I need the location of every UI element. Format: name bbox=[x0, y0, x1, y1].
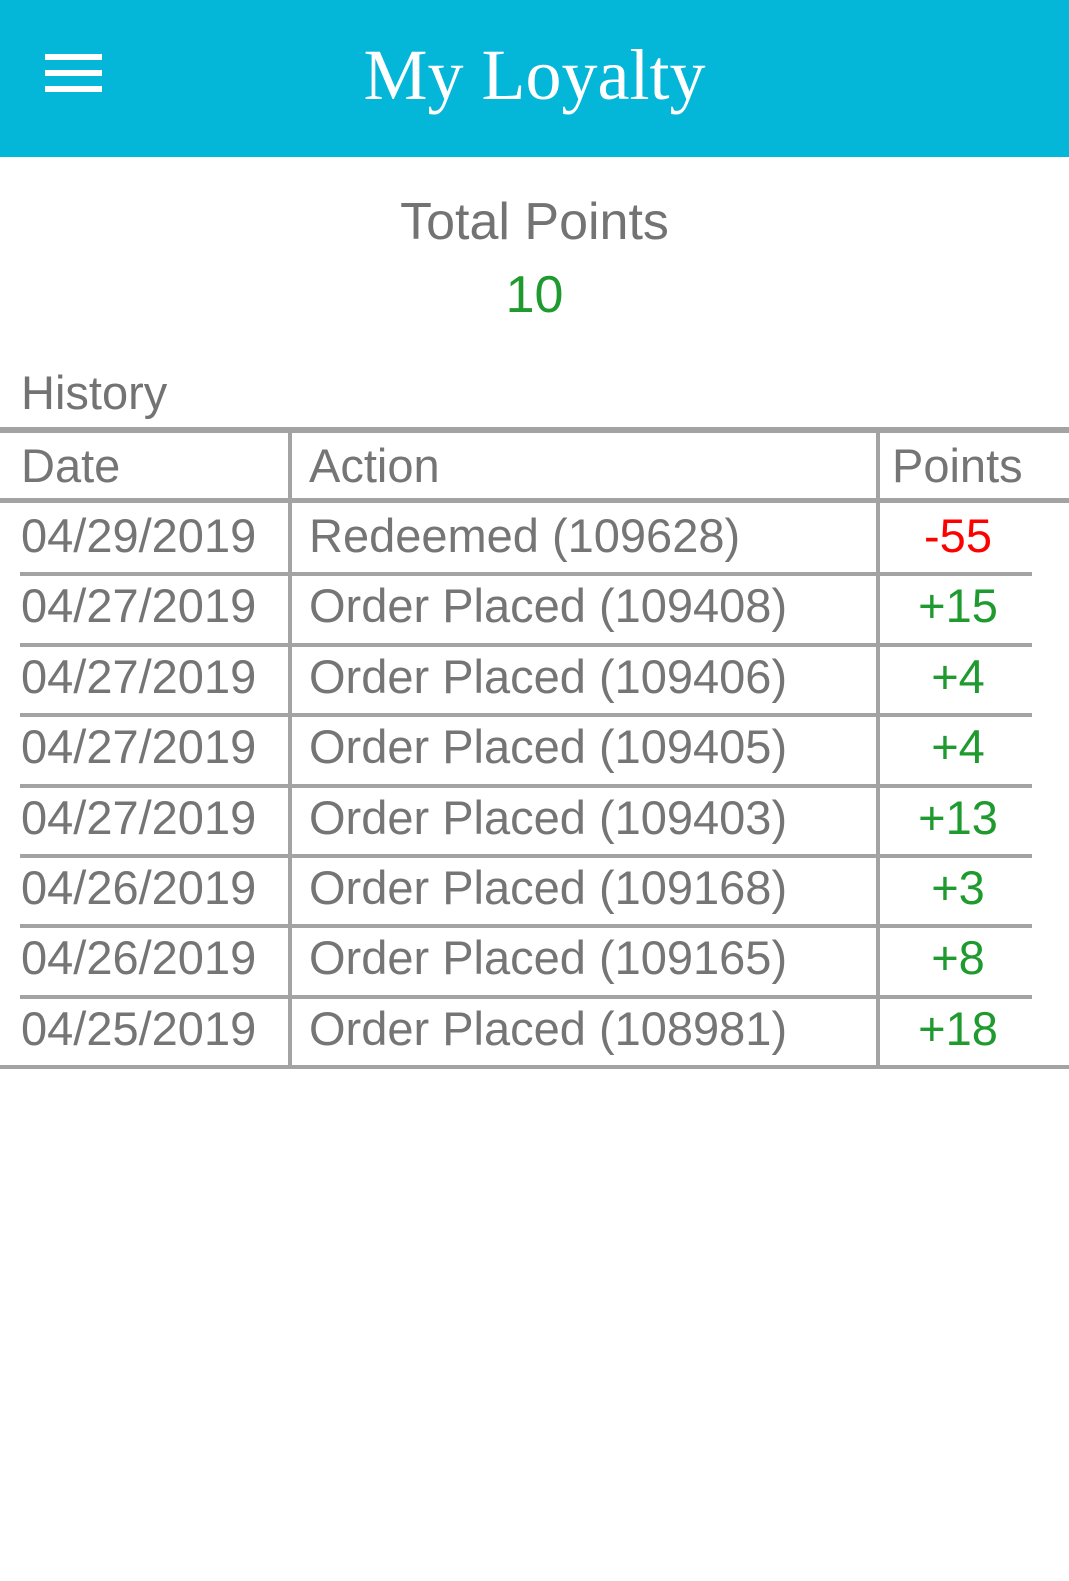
row-divider bbox=[20, 713, 1032, 718]
row-date: 04/27/2019 bbox=[21, 790, 257, 844]
row-action: Order Placed (109168) bbox=[309, 861, 788, 914]
row-divider bbox=[0, 1065, 1069, 1070]
app-header: My Loyalty bbox=[0, 0, 1069, 157]
row-action: Order Placed (109406) bbox=[309, 649, 788, 703]
row-action: Redeemed (109628) bbox=[309, 509, 741, 562]
total-points-value: 10 bbox=[505, 266, 564, 324]
hamburger-menu-icon[interactable] bbox=[45, 54, 102, 94]
row-divider bbox=[20, 783, 1032, 788]
row-date: 04/27/2019 bbox=[21, 649, 257, 703]
row-date: 04/27/2019 bbox=[21, 720, 257, 774]
row-points: +3 bbox=[931, 861, 985, 914]
row-divider bbox=[20, 642, 1032, 647]
row-divider bbox=[20, 994, 1032, 999]
row-date: 04/26/2019 bbox=[21, 861, 257, 914]
row-points: -55 bbox=[924, 509, 992, 562]
column-header-points: Points bbox=[892, 439, 1023, 492]
table-top-border bbox=[0, 427, 1069, 433]
row-points: +15 bbox=[918, 579, 998, 633]
row-date: 04/26/2019 bbox=[21, 931, 257, 985]
row-action: Order Placed (108981) bbox=[309, 1001, 788, 1055]
row-points: +18 bbox=[918, 1001, 998, 1055]
row-date: 04/27/2019 bbox=[21, 579, 257, 633]
header-bottom-border bbox=[0, 498, 1069, 503]
column-divider bbox=[876, 433, 880, 1065]
row-divider bbox=[20, 572, 1032, 577]
row-divider bbox=[20, 924, 1032, 929]
page-title: My Loyalty bbox=[363, 35, 706, 115]
row-points: +4 bbox=[931, 720, 985, 774]
column-header-action: Action bbox=[309, 439, 440, 492]
row-action: Order Placed (109165) bbox=[309, 931, 788, 985]
row-action: Order Placed (109403) bbox=[309, 790, 788, 844]
row-date: 04/25/2019 bbox=[21, 1001, 257, 1055]
column-header-date: Date bbox=[21, 439, 121, 492]
row-action: Order Placed (109405) bbox=[309, 720, 788, 774]
row-date: 04/29/2019 bbox=[21, 509, 257, 562]
total-points-label: Total Points bbox=[400, 193, 669, 251]
row-divider bbox=[20, 854, 1032, 858]
row-action: Order Placed (109408) bbox=[309, 579, 788, 633]
row-points: +8 bbox=[931, 931, 985, 985]
row-points: +4 bbox=[931, 649, 985, 703]
column-divider bbox=[288, 433, 292, 1065]
row-points: +13 bbox=[918, 790, 998, 844]
history-heading: History bbox=[21, 366, 168, 419]
